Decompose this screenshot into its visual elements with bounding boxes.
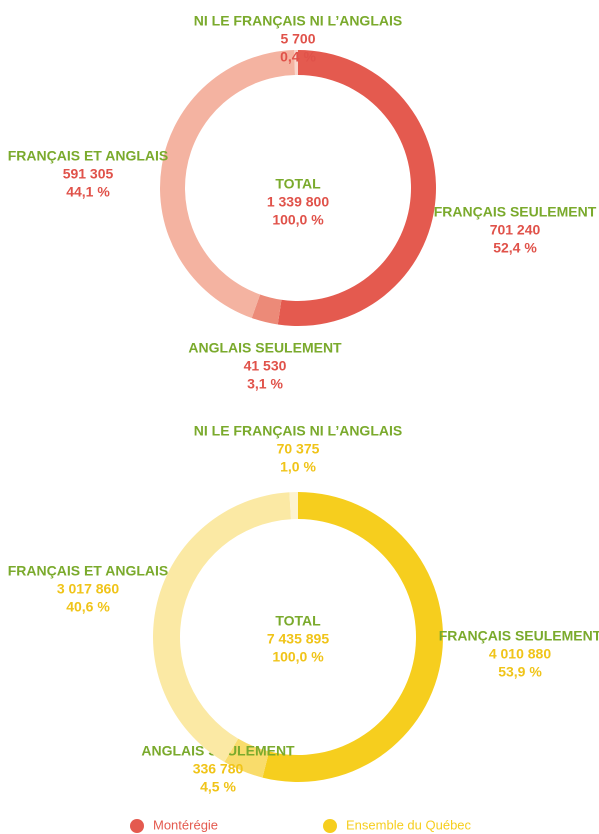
category-label: ANGLAIS SEULEMENT bbox=[188, 340, 342, 356]
donut-slice bbox=[224, 738, 270, 778]
legend-swatch bbox=[130, 819, 144, 833]
total-value: 7 435 895 bbox=[267, 631, 329, 647]
category-label: FRANÇAIS SEULEMENT bbox=[434, 204, 597, 220]
category-label: FRANÇAIS ET ANGLAIS bbox=[8, 148, 168, 164]
total-title: TOTAL bbox=[275, 176, 321, 192]
value-label: 70 375 bbox=[277, 441, 320, 457]
total-percentage: 100,0 % bbox=[272, 649, 324, 665]
value-label: 701 240 bbox=[490, 222, 541, 238]
category-label: NI LE FRANÇAIS NI L’ANGLAIS bbox=[194, 423, 402, 439]
donut-slice bbox=[262, 492, 443, 782]
category-label: FRANÇAIS ET ANGLAIS bbox=[8, 563, 168, 579]
total-title: TOTAL bbox=[275, 613, 321, 629]
percentage-label: 40,6 % bbox=[66, 599, 110, 615]
percentage-label: 44,1 % bbox=[66, 184, 110, 200]
donut-slice bbox=[294, 50, 298, 76]
percentage-label: 52,4 % bbox=[493, 240, 537, 256]
donut-slice bbox=[159, 50, 295, 319]
category-label: NI LE FRANÇAIS NI L’ANGLAIS bbox=[194, 13, 402, 29]
legend-label: Ensemble du Québec bbox=[346, 817, 472, 832]
value-label: 5 700 bbox=[280, 31, 315, 47]
total-value: 1 339 800 bbox=[267, 194, 329, 210]
donut-slice bbox=[251, 294, 282, 325]
percentage-label: 53,9 % bbox=[498, 664, 542, 680]
donut-slice bbox=[277, 50, 437, 326]
donut-slice bbox=[289, 492, 298, 520]
percentage-label: 0,4 % bbox=[280, 49, 316, 65]
percentage-label: 1,0 % bbox=[280, 459, 316, 475]
value-label: 591 305 bbox=[63, 166, 114, 182]
percentage-label: 4,5 % bbox=[200, 779, 236, 795]
value-label: 336 780 bbox=[193, 761, 244, 777]
percentage-label: 3,1 % bbox=[247, 376, 283, 392]
donut-slice bbox=[153, 492, 291, 762]
category-label: FRANÇAIS SEULEMENT bbox=[439, 628, 599, 644]
value-label: 3 017 860 bbox=[57, 581, 119, 597]
value-label: 41 530 bbox=[244, 358, 287, 374]
legend-label: Montérégie bbox=[153, 817, 218, 832]
total-percentage: 100,0 % bbox=[272, 212, 324, 228]
legend-swatch bbox=[323, 819, 337, 833]
value-label: 4 010 880 bbox=[489, 646, 551, 662]
